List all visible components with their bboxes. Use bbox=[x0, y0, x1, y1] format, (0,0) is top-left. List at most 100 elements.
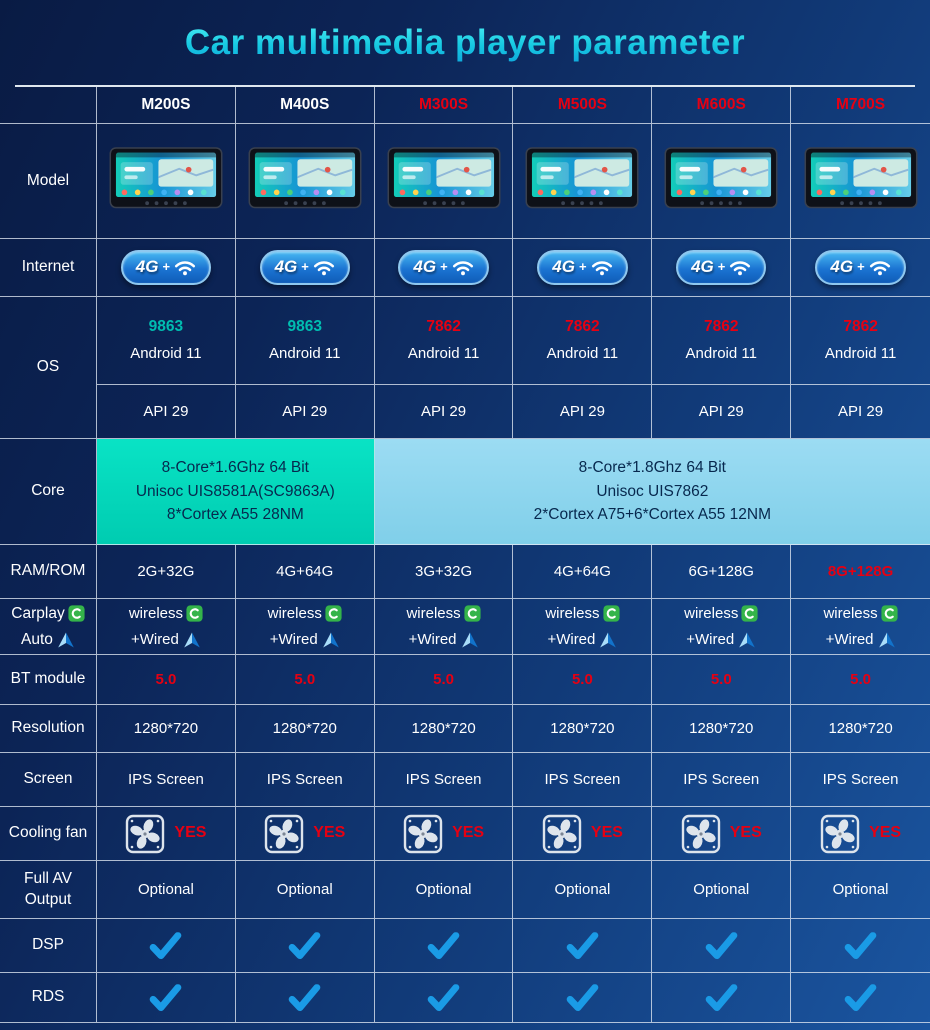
carplay-cell: wireless +Wired bbox=[97, 599, 236, 655]
rds-cell bbox=[374, 973, 514, 1023]
4g-wifi-badge: 4G + bbox=[120, 249, 212, 286]
os-name: Android 11 bbox=[407, 345, 480, 363]
bt-cell: 5.0 bbox=[235, 655, 375, 705]
4g-label: 4G bbox=[552, 256, 575, 276]
wired-label: +Wired bbox=[269, 630, 318, 648]
bt-version: 5.0 bbox=[155, 670, 177, 688]
check-mark-icon bbox=[566, 984, 599, 1012]
resolution-cell: 1280*720 bbox=[791, 705, 930, 753]
api-level: API 29 bbox=[838, 402, 884, 420]
android-auto-icon bbox=[878, 632, 896, 648]
resolution-cell: 1280*720 bbox=[374, 705, 514, 753]
dsp-cell bbox=[97, 919, 236, 973]
resolution-cell: 1280*720 bbox=[652, 705, 792, 753]
ram-value: 4G+64G bbox=[276, 562, 334, 580]
model-cell bbox=[791, 124, 930, 239]
check-mark-icon bbox=[288, 932, 321, 960]
screen-cell: IPS Screen bbox=[652, 753, 792, 807]
carplay-icon bbox=[603, 605, 620, 622]
head-unit-device-image bbox=[525, 147, 639, 215]
bt-version: 5.0 bbox=[710, 670, 732, 688]
check-mark-icon bbox=[844, 932, 877, 960]
bt-cell: 5.0 bbox=[652, 655, 792, 705]
4g-wifi-badge: 4G + bbox=[398, 249, 489, 286]
os-cell: 7862 Android 11 bbox=[374, 297, 514, 385]
fan-cell: YES bbox=[97, 807, 236, 861]
bt-cell: 5.0 bbox=[513, 655, 653, 705]
fan-yes-label: YES bbox=[729, 824, 762, 842]
dsp-cell bbox=[791, 919, 930, 973]
os-name: Android 11 bbox=[546, 345, 619, 363]
column-header-m600s: M600S bbox=[652, 87, 792, 124]
os-cell: 9863 Android 11 bbox=[97, 297, 236, 385]
4g-wifi-badge: 4G + bbox=[537, 249, 628, 286]
ram-cell: 2G+32G bbox=[97, 545, 236, 599]
row-label-screen: Screen bbox=[0, 753, 97, 807]
av-cell: Optional bbox=[235, 861, 375, 919]
ram-cell: 3G+32G bbox=[374, 545, 514, 599]
header-row: M200S M400S M300S M500S M600S M700S bbox=[0, 87, 930, 124]
full-av-output-row: Full AV Output Optional Optional Optiona… bbox=[0, 861, 930, 919]
ram-cell: 6G+128G bbox=[652, 545, 792, 599]
row-label-resolution: Resolution bbox=[0, 705, 97, 753]
column-header-m200s: M200S bbox=[97, 87, 236, 124]
check-mark-icon bbox=[705, 932, 738, 960]
dsp-cell bbox=[513, 919, 653, 973]
rds-cell bbox=[513, 973, 653, 1023]
wireless-label: wireless bbox=[545, 604, 600, 622]
core-spec-line: Unisoc UIS7862 bbox=[596, 482, 709, 500]
fan-cell: YES bbox=[235, 807, 375, 861]
wireless-label: wireless bbox=[823, 604, 878, 622]
wifi-icon bbox=[174, 259, 196, 276]
carplay-label: Carplay bbox=[11, 604, 65, 622]
resolution-cell: 1280*720 bbox=[513, 705, 653, 753]
cooling-fan-icon bbox=[125, 814, 165, 854]
page-header: Car multimedia player parameter bbox=[0, 0, 930, 85]
wireless-label: wireless bbox=[406, 604, 461, 622]
model-cell bbox=[235, 124, 375, 239]
chipset-number: 9863 bbox=[287, 318, 322, 336]
api-cell: API 29 bbox=[235, 385, 375, 439]
rds-cell bbox=[235, 973, 375, 1023]
cooling-fan-icon bbox=[542, 814, 582, 854]
check-mark-icon bbox=[566, 932, 599, 960]
fan-cell: YES bbox=[652, 807, 792, 861]
check-mark-icon bbox=[149, 984, 182, 1012]
wifi-icon bbox=[729, 259, 751, 276]
row-label-dsp: DSP bbox=[0, 919, 97, 973]
model-cell bbox=[374, 124, 514, 239]
bt-version: 5.0 bbox=[850, 670, 871, 688]
os-name: Android 11 bbox=[685, 345, 757, 363]
chipset-number: 7862 bbox=[426, 318, 461, 336]
plus-label: + bbox=[162, 258, 171, 274]
core-spec-line: 2*Cortex A75+6*Cortex A55 12NM bbox=[533, 506, 772, 524]
carplay-icon bbox=[881, 605, 898, 622]
fan-yes-label: YES bbox=[869, 824, 902, 842]
carplay-icon bbox=[68, 605, 85, 622]
fan-yes-label: YES bbox=[313, 824, 346, 842]
row-label-internet: Internet bbox=[0, 239, 97, 297]
android-auto-icon bbox=[461, 632, 479, 648]
wired-label: +Wired bbox=[825, 630, 874, 648]
4g-label: 4G bbox=[691, 256, 714, 276]
api-level: API 29 bbox=[421, 402, 467, 420]
resolution-value: 1280*720 bbox=[550, 719, 615, 737]
rds-cell bbox=[652, 973, 792, 1023]
cooling-fan-icon bbox=[403, 814, 443, 854]
auto-label: Auto bbox=[21, 630, 53, 648]
chipset-number: 7862 bbox=[704, 318, 739, 336]
carplay-auto-row: Carplay Auto wireless +Wired wireless +Wir… bbox=[0, 599, 930, 655]
bt-version: 5.0 bbox=[571, 670, 593, 688]
ram-value: 8G+128G bbox=[827, 562, 894, 580]
ram-cell: 4G+64G bbox=[235, 545, 375, 599]
bt-version: 5.0 bbox=[294, 670, 316, 688]
page-title: Car multimedia player parameter bbox=[184, 22, 746, 62]
rds-cell bbox=[791, 973, 930, 1023]
internet-cell: 4G + bbox=[235, 239, 375, 297]
av-cell: Optional bbox=[374, 861, 514, 919]
cooling-fan-row: Cooling fan YES YES YES YES YES YES bbox=[0, 807, 930, 861]
os-name: Android 11 bbox=[130, 345, 202, 363]
check-mark-icon bbox=[149, 932, 182, 960]
internet-row: Internet 4G + 4G + 4G + 4G + 4G + 4G + bbox=[0, 239, 930, 297]
api-cell: API 29 bbox=[97, 385, 236, 439]
